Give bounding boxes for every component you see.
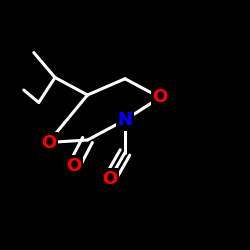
Text: O: O: [152, 88, 168, 106]
Text: O: O: [102, 170, 118, 188]
Text: O: O: [40, 134, 56, 152]
Text: O: O: [66, 157, 82, 175]
Text: N: N: [118, 111, 132, 129]
